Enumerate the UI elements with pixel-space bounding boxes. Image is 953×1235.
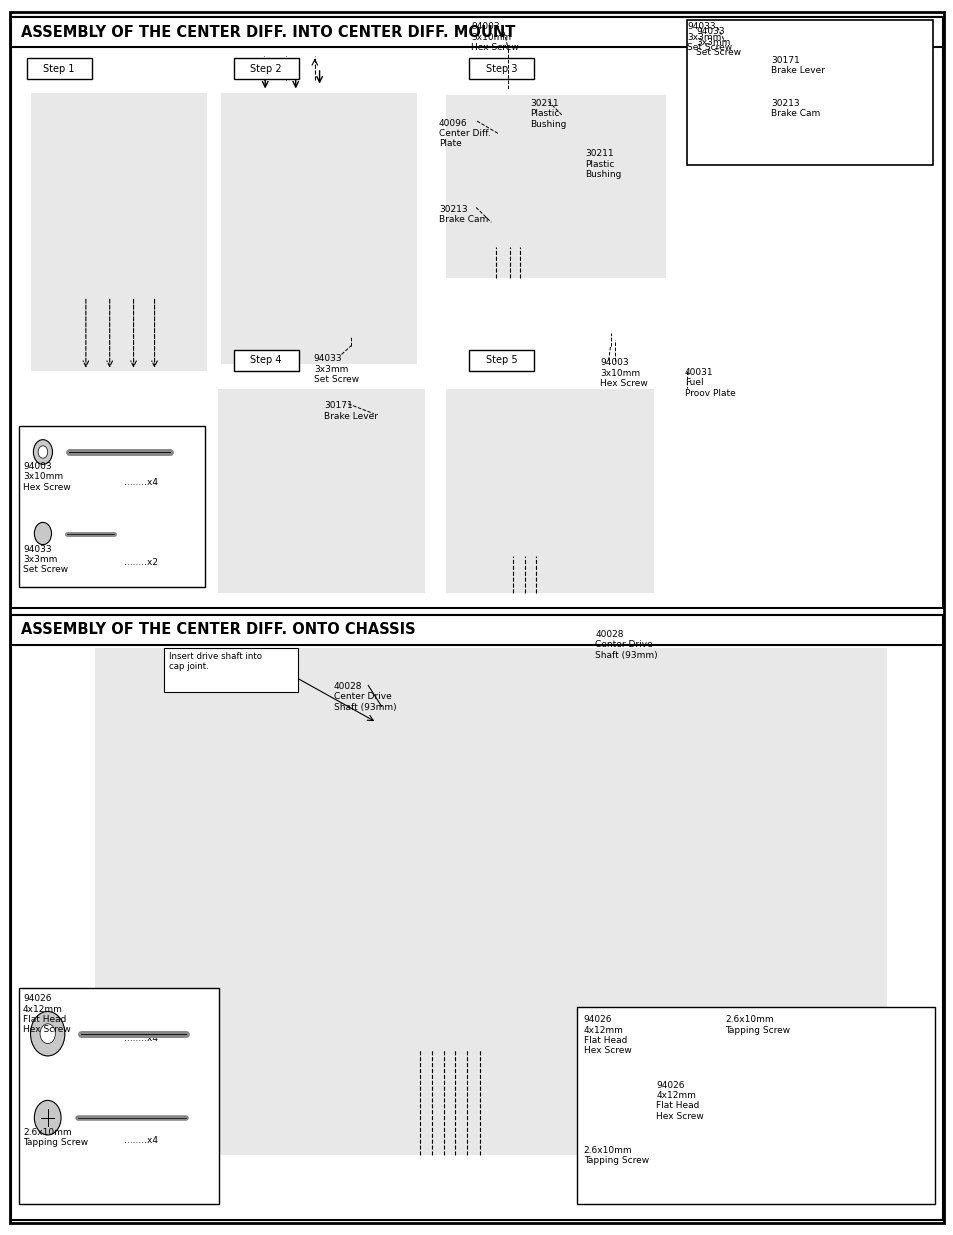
Bar [469,58,534,79]
Text: 40096
Center Diff.
Plate: 40096 Center Diff. Plate [438,119,490,148]
Text: 30211
Plastic
Bushing: 30211 Plastic Bushing [584,149,620,179]
Bar [11,17,942,608]
Text: ........x2: ........x2 [124,558,158,567]
Text: ASSEMBLY OF THE CENTER DIFF. ONTO CHASSIS: ASSEMBLY OF THE CENTER DIFF. ONTO CHASSI… [21,622,416,637]
Text: 94033
3x3mm
Set Screw: 94033 3x3mm Set Screw [686,22,731,52]
Bar [691,26,927,159]
Text: Step 5: Step 5 [485,354,517,366]
Bar [581,1013,929,1198]
Text: Insert drive shaft into
cap joint.: Insert drive shaft into cap joint. [169,652,261,672]
Text: 30211
Plastic
Bushing: 30211 Plastic Bushing [530,99,566,128]
Bar [469,350,534,370]
Text: 40028
Center Drive
Shaft (93mm): 40028 Center Drive Shaft (93mm) [334,682,396,711]
Text: 40031
Fuel
Proov Plate: 40031 Fuel Proov Plate [684,368,735,398]
Text: Step 4: Step 4 [250,354,282,366]
Text: Step 3: Step 3 [485,63,517,74]
Text: ........x4: ........x4 [124,478,158,487]
Bar [446,389,654,593]
Bar [577,1007,934,1204]
Bar [221,93,416,364]
Text: ........x4: ........x4 [124,1136,158,1145]
Circle shape [34,522,51,545]
Text: 94003
3x10mm
Hex Screw: 94003 3x10mm Hex Screw [599,358,647,388]
Text: Step 1: Step 1 [43,63,75,74]
Bar [446,95,665,278]
Bar [11,615,942,645]
Bar [686,20,932,165]
Bar [11,615,942,1220]
Text: 2.6x10mm
Tapping Screw: 2.6x10mm Tapping Screw [23,1128,88,1147]
Circle shape [40,1024,55,1044]
Circle shape [34,1100,61,1135]
Text: 94003
3x10mm
Hex Screw: 94003 3x10mm Hex Screw [23,462,71,492]
Circle shape [38,446,48,458]
Bar [233,58,298,79]
Text: 94033
3x3mm
Set Screw: 94033 3x3mm Set Screw [314,354,358,384]
Text: Step 2: Step 2 [250,63,282,74]
Text: 30171
Brake Lever: 30171 Brake Lever [770,56,824,75]
Text: 94026
4x12mm
Flat Head
Hex Screw: 94026 4x12mm Flat Head Hex Screw [23,994,71,1035]
Bar [27,58,91,79]
Text: 94026
4x12mm
Flat Head
Hex Screw: 94026 4x12mm Flat Head Hex Screw [656,1081,703,1121]
Bar [19,426,205,587]
Bar [11,17,942,47]
Text: ........x4: ........x4 [124,1034,158,1042]
Circle shape [33,440,52,464]
Bar [30,93,207,370]
Circle shape [30,1011,65,1056]
Text: 94003
3x10mm
Hex Screw: 94003 3x10mm Hex Screw [471,22,518,52]
Text: ASSEMBLY OF THE CENTER DIFF. INTO CENTER DIFF. MOUNT: ASSEMBLY OF THE CENTER DIFF. INTO CENTER… [21,25,515,40]
Text: 30171
Brake Lever: 30171 Brake Lever [324,401,378,421]
Bar [95,648,886,1155]
Text: 2.6x10mm
Tapping Screw: 2.6x10mm Tapping Screw [724,1015,789,1035]
Text: 94033
3x3mm
Set Screw: 94033 3x3mm Set Screw [696,27,740,57]
Text: 2.6x10mm
Tapping Screw: 2.6x10mm Tapping Screw [583,1146,648,1166]
Bar [233,350,298,370]
Text: 94033
3x3mm
Set Screw: 94033 3x3mm Set Screw [23,545,68,574]
Bar [164,648,297,692]
Text: 40028
Center Drive
Shaft (93mm): 40028 Center Drive Shaft (93mm) [595,630,658,659]
Bar [19,988,219,1204]
Text: 30213
Brake Cam: 30213 Brake Cam [438,205,488,225]
Text: 30213
Brake Cam: 30213 Brake Cam [770,99,820,119]
Text: 94026
4x12mm
Flat Head
Hex Screw: 94026 4x12mm Flat Head Hex Screw [583,1015,631,1056]
Bar [217,389,425,593]
